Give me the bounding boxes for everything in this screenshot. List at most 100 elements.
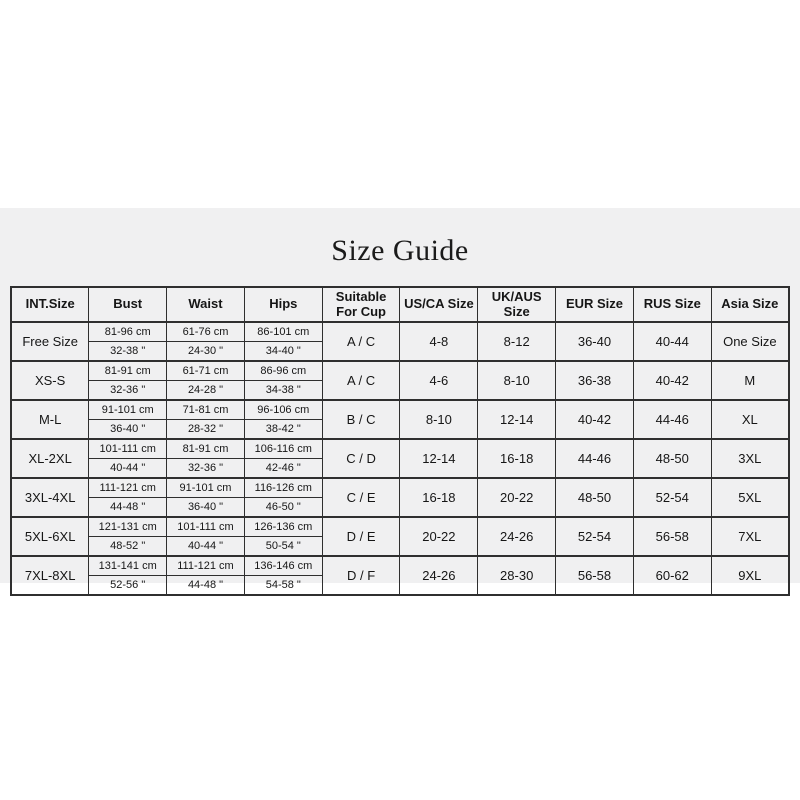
asia-size-cell: 7XL: [710, 516, 790, 557]
table-row: M-L 91-101 cm 71-81 cm 96-106 cm B / C 8…: [10, 399, 790, 440]
bust-cm-cell: 91-101 cm: [88, 399, 168, 420]
hips-in-cell: 34-40 ": [243, 341, 323, 362]
int-size-cell: M-L: [10, 399, 90, 440]
usca-size-cell: 12-14: [399, 438, 479, 479]
eur-size-cell: 48-50: [555, 477, 634, 518]
header-hips: Hips: [243, 286, 323, 323]
rus-size-cell: 56-58: [632, 516, 712, 557]
table-row: 7XL-8XL 131-141 cm 111-121 cm 136-146 cm…: [10, 555, 790, 596]
eur-size-cell: 44-46: [555, 438, 634, 479]
bust-in-cell: 36-40 ": [88, 419, 168, 440]
hips-cm-cell: 106-116 cm: [243, 438, 323, 459]
bust-cm-cell: 121-131 cm: [88, 516, 168, 537]
bust-cm-cell: 101-111 cm: [88, 438, 168, 459]
size-guide-table: INT.Size Bust Waist Hips Suitable For Cu…: [10, 286, 790, 596]
size-guide-panel: Size Guide INT.Size Bust Waist Hips Suit…: [0, 208, 800, 596]
table-subrow: 52-56 " 44-48 " 54-58 ": [11, 575, 789, 596]
int-size-cell: 3XL-4XL: [10, 477, 90, 518]
waist-in-cell: 44-48 ": [166, 575, 245, 596]
asia-size-cell: 5XL: [710, 477, 790, 518]
asia-size-cell: XL: [710, 399, 790, 440]
table-subrow: 40-44 " 32-36 " 42-46 ": [11, 458, 789, 479]
waist-cm-cell: 81-91 cm: [166, 438, 245, 459]
asia-size-cell: M: [710, 360, 790, 401]
bust-in-cell: 48-52 ": [88, 536, 168, 557]
cup-cell: A / C: [321, 360, 401, 401]
table-header: INT.Size Bust Waist Hips Suitable For Cu…: [10, 286, 790, 323]
ukaus-size-cell: 20-22: [477, 477, 557, 518]
eur-size-cell: 40-42: [555, 399, 634, 440]
rus-size-cell: 40-44: [632, 321, 712, 362]
table-row: 3XL-4XL 111-121 cm 91-101 cm 116-126 cm …: [10, 477, 790, 518]
header-eur-size: EUR Size: [555, 286, 634, 323]
int-size-cell: 7XL-8XL: [10, 555, 90, 596]
rus-size-cell: 44-46: [632, 399, 712, 440]
cup-cell: C / E: [321, 477, 401, 518]
table-subrow: 32-36 " 24-28 " 34-38 ": [11, 380, 789, 401]
int-size-cell: Free Size: [10, 321, 90, 362]
rus-size-cell: 40-42: [632, 360, 712, 401]
header-int-size: INT.Size: [10, 286, 90, 323]
hips-cm-cell: 126-136 cm: [243, 516, 323, 537]
usca-size-cell: 4-6: [399, 360, 479, 401]
header-waist: Waist: [166, 286, 245, 323]
header-usca-size: US/CA Size: [399, 286, 479, 323]
bust-cm-cell: 131-141 cm: [88, 555, 168, 576]
hips-cm-cell: 96-106 cm: [243, 399, 323, 420]
hips-cm-cell: 86-96 cm: [243, 360, 323, 381]
eur-size-cell: 36-40: [555, 321, 634, 362]
waist-cm-cell: 61-76 cm: [166, 321, 245, 342]
int-size-cell: 5XL-6XL: [10, 516, 90, 557]
bust-in-cell: 44-48 ": [88, 497, 168, 518]
usca-size-cell: 4-8: [399, 321, 479, 362]
bust-cm-cell: 81-96 cm: [88, 321, 168, 342]
waist-in-cell: 24-28 ": [166, 380, 245, 401]
bust-in-cell: 52-56 ": [88, 575, 168, 596]
waist-in-cell: 28-32 ": [166, 419, 245, 440]
header-rus-size: RUS Size: [632, 286, 712, 323]
rus-size-cell: 52-54: [632, 477, 712, 518]
waist-cm-cell: 111-121 cm: [166, 555, 245, 576]
waist-cm-cell: 101-111 cm: [166, 516, 245, 537]
ukaus-size-cell: 8-10: [477, 360, 557, 401]
hips-in-cell: 54-58 ": [243, 575, 323, 596]
cup-cell: A / C: [321, 321, 401, 362]
cup-cell: C / D: [321, 438, 401, 479]
table-row: XL-2XL 101-111 cm 81-91 cm 106-116 cm C …: [10, 438, 790, 479]
waist-in-cell: 36-40 ": [166, 497, 245, 518]
ukaus-size-cell: 24-26: [477, 516, 557, 557]
cup-cell: B / C: [321, 399, 401, 440]
header-asia-size: Asia Size: [710, 286, 790, 323]
table-row: Free Size 81-96 cm 61-76 cm 86-101 cm A …: [10, 321, 790, 362]
bust-in-cell: 32-38 ": [88, 341, 168, 362]
header-cup: Suitable For Cup: [321, 286, 401, 323]
usca-size-cell: 16-18: [399, 477, 479, 518]
waist-in-cell: 24-30 ": [166, 341, 245, 362]
waist-in-cell: 40-44 ": [166, 536, 245, 557]
ukaus-size-cell: 28-30: [477, 555, 557, 596]
usca-size-cell: 8-10: [399, 399, 479, 440]
eur-size-cell: 52-54: [555, 516, 634, 557]
rus-size-cell: 48-50: [632, 438, 712, 479]
ukaus-size-cell: 16-18: [477, 438, 557, 479]
hips-in-cell: 42-46 ": [243, 458, 323, 479]
asia-size-cell: 9XL: [710, 555, 790, 596]
usca-size-cell: 20-22: [399, 516, 479, 557]
hips-cm-cell: 116-126 cm: [243, 477, 323, 498]
int-size-cell: XL-2XL: [10, 438, 90, 479]
bust-cm-cell: 111-121 cm: [88, 477, 168, 498]
table-subrow: 44-48 " 36-40 " 46-50 ": [11, 497, 789, 518]
asia-size-cell: One Size: [710, 321, 790, 362]
hips-in-cell: 50-54 ": [243, 536, 323, 557]
int-size-cell: XS-S: [10, 360, 90, 401]
ukaus-size-cell: 8-12: [477, 321, 557, 362]
hips-in-cell: 34-38 ": [243, 380, 323, 401]
waist-cm-cell: 91-101 cm: [166, 477, 245, 498]
cup-cell: D / F: [321, 555, 401, 596]
waist-cm-cell: 71-81 cm: [166, 399, 245, 420]
page-title: Size Guide: [331, 234, 469, 267]
usca-size-cell: 24-26: [399, 555, 479, 596]
table-subrow: 48-52 " 40-44 " 50-54 ": [11, 536, 789, 557]
eur-size-cell: 56-58: [555, 555, 634, 596]
cup-cell: D / E: [321, 516, 401, 557]
